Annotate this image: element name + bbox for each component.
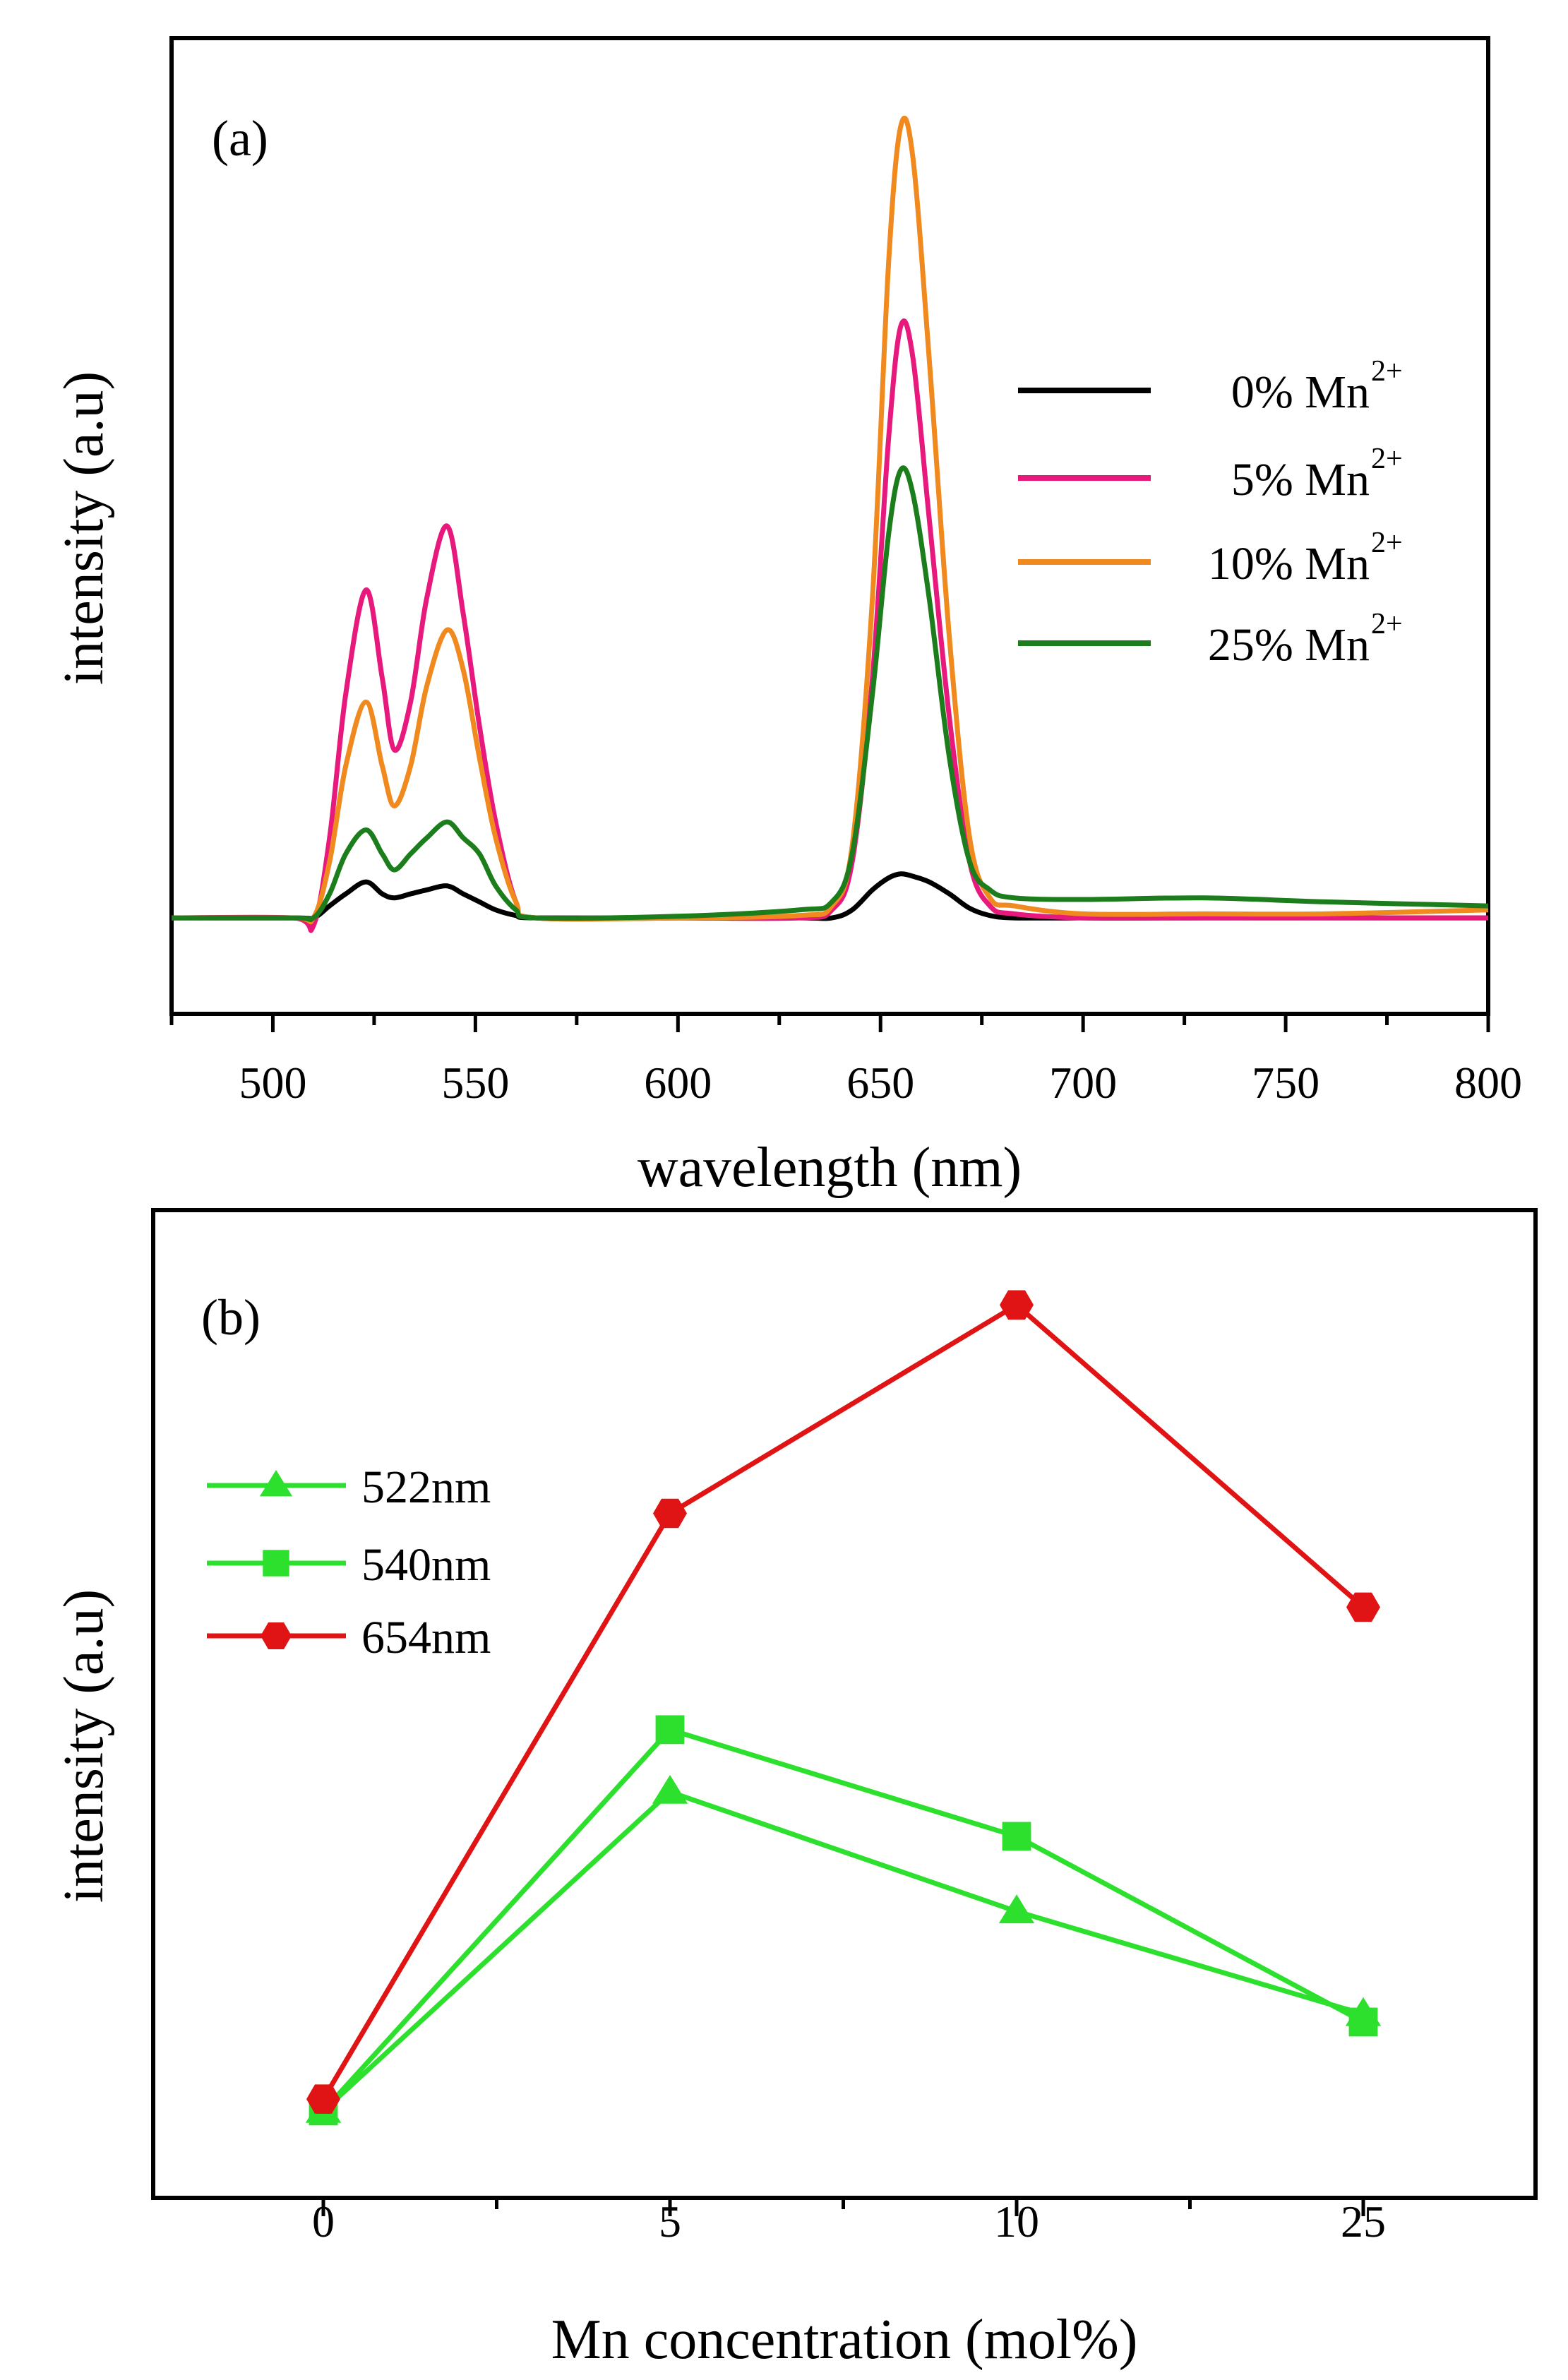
legend-entry: 10% Mn 2+ [1018, 527, 1403, 590]
x-tick-label: 700 [1049, 1058, 1117, 1108]
series-line [321, 1789, 1364, 2113]
square-marker [263, 1550, 289, 1577]
panel-a-x-axis-label: wavelength (nm) [638, 1137, 1022, 1199]
panel-a-curves [171, 115, 1489, 933]
square-marker [655, 1715, 685, 1745]
series-540nm [309, 1715, 1378, 2126]
spectrum-line-2 [172, 115, 1489, 925]
hexagon-marker [306, 2084, 340, 2114]
square-marker [1348, 2007, 1378, 2037]
triangle-marker [998, 1894, 1035, 1924]
panel-b-frame [151, 1208, 1538, 2200]
legend-label-superscript: 2+ [1371, 443, 1403, 475]
panel-a-frame [169, 36, 1490, 1016]
x-tick-label: 600 [644, 1058, 712, 1108]
spectrum-line-3 [172, 465, 1489, 923]
square-marker [1002, 1822, 1031, 1851]
panel-b-x-axis-label: Mn concentration (mol%) [551, 2309, 1138, 2371]
x-tick-label: 750 [1252, 1058, 1319, 1108]
hexagon-marker [1346, 1592, 1381, 1622]
hexagon-marker [261, 1622, 292, 1650]
panel-b-series [305, 1290, 1382, 2126]
legend-label: 5% Mn [1231, 454, 1370, 506]
legend-entry: 25% Mn 2+ [1018, 608, 1403, 671]
legend-label-superscript: 2+ [1371, 355, 1403, 388]
series-line [321, 1301, 1365, 2100]
x-tick-label: 650 [846, 1058, 914, 1108]
panel-b: 0 5 10 25 522nm 540nm 654nm (b) Mn concentrat… [53, 1208, 1538, 2371]
legend-label: 0% Mn [1231, 366, 1370, 418]
panel-a-x-ticks: 500 550 600 650 700 750 800 [169, 1014, 1522, 1108]
panel-b-label: (b) [201, 1289, 261, 1346]
x-tick-label: 550 [441, 1058, 509, 1108]
legend-label: 25% Mn [1208, 619, 1370, 671]
panel-b-x-ticks: 0 5 10 25 [312, 2196, 1386, 2247]
series-line [321, 1726, 1365, 2113]
legend-label-superscript: 2+ [1371, 527, 1403, 559]
panel-a-label: (a) [212, 110, 268, 167]
panel-a-legend: 0% Mn 2+5% Mn 2+10% Mn 2+25% Mn 2+ [1018, 355, 1403, 671]
panel-a-y-axis-label: intensity (a.u) [53, 371, 115, 685]
legend-entry: 522nm [207, 1461, 491, 1513]
legend-label: 522nm [361, 1461, 491, 1513]
panel-b-legend: 522nm 540nm 654nm [207, 1461, 491, 1663]
hexagon-marker [999, 1290, 1034, 1320]
x-tick-label: 0 [312, 2196, 335, 2247]
legend-label-superscript: 2+ [1371, 608, 1403, 640]
x-tick-label: 500 [239, 1058, 306, 1108]
legend-entry: 654nm [207, 1612, 491, 1663]
hexagon-marker [653, 1498, 687, 1529]
series-522nm [305, 1775, 1382, 2123]
legend-entry: 5% Mn 2+ [1018, 443, 1403, 506]
series-654nm [306, 1290, 1381, 2114]
triangle-marker [259, 1470, 293, 1497]
legend-label: 540nm [361, 1539, 491, 1591]
legend-entry: 0% Mn 2+ [1018, 355, 1403, 418]
x-tick-label: 25 [1341, 2196, 1386, 2247]
triangle-marker [652, 1775, 688, 1804]
x-tick-label: 5 [659, 2196, 681, 2247]
x-tick-label: 800 [1454, 1058, 1522, 1108]
x-tick-label: 10 [994, 2196, 1039, 2247]
legend-label: 654nm [361, 1612, 491, 1663]
legend-label: 10% Mn [1208, 538, 1370, 590]
panel-a: 500 550 600 650 700 750 800 0% Mn 2+5% Mn 2+10% … [53, 36, 1522, 1199]
legend-entry: 540nm [207, 1539, 491, 1591]
panel-b-y-axis-label: intensity (a.u) [53, 1589, 115, 1903]
